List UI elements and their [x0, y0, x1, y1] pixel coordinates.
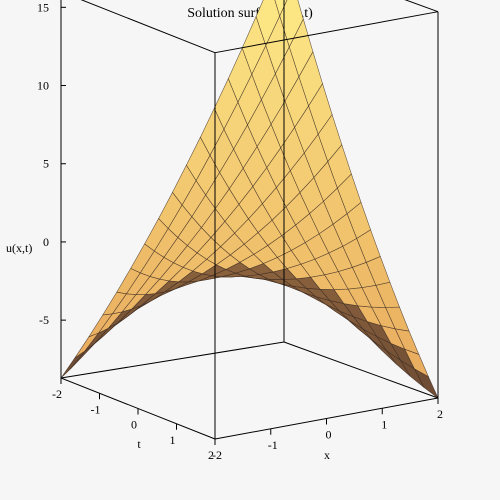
box-edge-bottom: [60, 341, 285, 379]
z-axis-label: u(x,t): [6, 241, 32, 255]
t-tick-label: 0: [131, 418, 137, 432]
x-tick-label: -2: [212, 448, 222, 462]
t-tick-label: -1: [91, 402, 101, 416]
t-tick-label: 2: [208, 448, 214, 462]
x-tick-label: 1: [381, 417, 387, 431]
surface-patch: [74, 332, 100, 359]
z-tick-label: 15: [37, 0, 49, 14]
box-edge-bottom: [283, 341, 439, 399]
x-tick-label: 2: [437, 407, 443, 421]
surface-patch: [60, 351, 85, 379]
x-axis-label: x: [324, 448, 330, 462]
z-tick-label: 10: [37, 79, 49, 93]
box-edge-top: [214, 11, 439, 54]
t-tick-label: -2: [52, 387, 62, 401]
z-tick-label: 5: [43, 157, 49, 171]
surface-mesh: [60, 0, 439, 399]
t-tick-label: 1: [170, 433, 176, 447]
z-tick-label: 0: [43, 235, 49, 249]
t-axis-label: t: [137, 437, 141, 451]
box-edge-top: [80, 0, 216, 54]
x-tick-label: -1: [268, 438, 278, 452]
surface-patch: [279, 0, 304, 48]
box-edge-top: [404, 0, 439, 13]
z-tick-label: -5: [39, 313, 49, 327]
x-tick-label: 0: [326, 428, 332, 442]
